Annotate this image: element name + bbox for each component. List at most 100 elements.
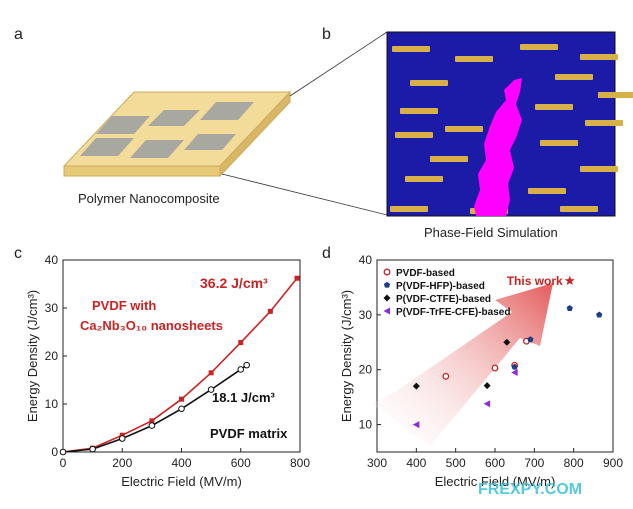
chart-d-point <box>383 294 391 302</box>
sim-nanosheet <box>555 74 593 80</box>
chart-d-point <box>527 336 534 343</box>
chart-c-point <box>243 361 250 369</box>
sim-nanosheet <box>390 206 428 212</box>
chart-d-point <box>511 363 518 370</box>
chart-c-y-tick-label: 30 <box>45 301 59 315</box>
panel-d-label: d <box>322 245 331 262</box>
chart-d-point <box>566 304 573 311</box>
sim-nanosheet <box>598 92 633 98</box>
chart-d-point <box>491 364 499 372</box>
chart-c-x-tick-label: 200 <box>112 456 132 470</box>
phase-field-simulation <box>386 31 633 217</box>
panel-c-label: c <box>14 245 22 262</box>
sim-nanosheet <box>445 126 483 132</box>
chart-c-x-tick-label: 600 <box>231 456 251 470</box>
chart-d-point <box>412 421 420 429</box>
chart-d-point <box>383 307 390 315</box>
chart-c-point <box>208 370 214 376</box>
this-work-label: This work <box>507 274 563 288</box>
watermark: FREXPY.COM <box>478 481 582 498</box>
chart-c-x-axis-label: Electric Field (MV/m) <box>121 474 242 489</box>
chart-c-annotation: PVDF with <box>92 298 156 313</box>
chart-c-point <box>59 448 67 456</box>
chart-c-point <box>237 366 245 373</box>
chart-d-x-axis-label: Electric Field (MV/m) <box>435 474 556 489</box>
chart-c-point <box>178 405 185 413</box>
chart-c-series-line <box>62 364 248 453</box>
zoom-line-bottom <box>221 173 388 216</box>
chart-c-x-tick-label: 400 <box>171 456 191 470</box>
chart-c: 0 200 400 600 800 0 10 20 30 40 Electric Field (MV… <box>25 253 310 489</box>
chart-d-y-tick-label: 20 <box>359 363 373 377</box>
sim-nanosheet <box>585 120 623 126</box>
trend-arrow <box>372 283 553 446</box>
sim-nanosheet <box>560 206 598 212</box>
chart-c-y-tick-label: 10 <box>45 397 59 411</box>
chart-d-x-tick-label: 300 <box>367 456 387 470</box>
chart-c-y-tick-label: 0 <box>51 445 58 459</box>
chart-c-annotation: PVDF matrix <box>210 426 288 441</box>
zoom-line-top <box>289 31 388 97</box>
sim-nanosheet <box>392 46 430 52</box>
chart-c-point <box>89 445 96 453</box>
chart-d-point <box>503 338 511 346</box>
chart-d-point <box>483 382 491 390</box>
sim-nanosheet <box>540 140 578 146</box>
sim-nanosheet <box>400 108 438 114</box>
chart-d-legend-label: P(VDF-TrFE-CFE)-based <box>396 307 510 318</box>
chart-d-x-tick-label: 700 <box>524 456 544 470</box>
chart-d-point <box>483 400 491 408</box>
sim-nanosheet <box>410 80 448 86</box>
nanocomposite-slab <box>62 90 292 178</box>
chart-d-point <box>383 268 391 276</box>
chart-d-legend-label: PVDF-based <box>396 268 455 279</box>
chart-c-point <box>149 418 155 424</box>
chart-d-point <box>511 368 518 376</box>
chart-c-point <box>207 386 215 393</box>
chart-c-x-tick-label: 800 <box>290 456 310 470</box>
sim-nanosheet <box>455 56 493 62</box>
sim-nanosheet <box>430 156 468 162</box>
panel-b-caption: Phase-Field Simulation <box>424 225 558 240</box>
chart-d-y-axis-label: Energy Density (J/cm³) <box>339 290 354 422</box>
chart-c-annotation: 36.2 J/cm³ <box>200 275 268 291</box>
sim-nanosheet <box>528 188 566 194</box>
chart-c-annotation: Ca₂Nb₃O₁₀ nanosheets <box>80 318 223 333</box>
chart-d-point <box>442 372 450 380</box>
chart-d-x-tick-label: 400 <box>406 456 426 470</box>
chart-d-x-tick-label: 500 <box>446 456 466 470</box>
chart-d-legend-label: P(VDF-HFP)-based <box>396 281 485 292</box>
chart-c-annotation: 18.1 J/cm³ <box>212 390 276 405</box>
sim-nanosheet <box>580 166 618 172</box>
chart-c-point <box>148 422 156 429</box>
chart-c-y-axis-label: Energy Density (J/cm³) <box>25 290 40 422</box>
chart-d-y-tick-label: 40 <box>359 253 373 267</box>
chart-d-point <box>596 311 603 318</box>
chart-c-point <box>294 275 300 281</box>
chart-d: 300 400 500 600 700 800 900 10 20 30 40 Electric Fi… <box>339 253 623 489</box>
chart-c-x-tick-label: 0 <box>60 456 67 470</box>
sim-nanosheet <box>395 132 433 138</box>
sim-nanosheet <box>535 104 573 110</box>
chart-c-point <box>179 396 184 402</box>
chart-d-point <box>383 281 391 288</box>
chart-d-point <box>412 382 420 390</box>
this-work-star <box>564 275 575 286</box>
chart-c-point <box>119 432 125 438</box>
chart-d-y-tick-label: 30 <box>359 308 373 322</box>
chart-d-x-tick-label: 600 <box>485 456 505 470</box>
sim-nanosheet <box>580 54 618 60</box>
panel-a-label: a <box>14 26 23 43</box>
sim-nanosheet <box>520 44 558 50</box>
chart-d-x-tick-label: 900 <box>603 456 623 470</box>
chart-c-y-tick-label: 40 <box>45 253 59 267</box>
panel-b-label: b <box>322 26 331 43</box>
chart-c-point <box>267 308 273 314</box>
chart-d-y-tick-label: 10 <box>359 418 373 432</box>
panel-a-caption: Polymer Nanocomposite <box>78 191 220 206</box>
chart-c-point <box>238 340 244 346</box>
chart-d-x-tick-label: 800 <box>564 456 584 470</box>
sim-nanosheet <box>405 176 443 182</box>
chart-c-point <box>118 435 126 442</box>
